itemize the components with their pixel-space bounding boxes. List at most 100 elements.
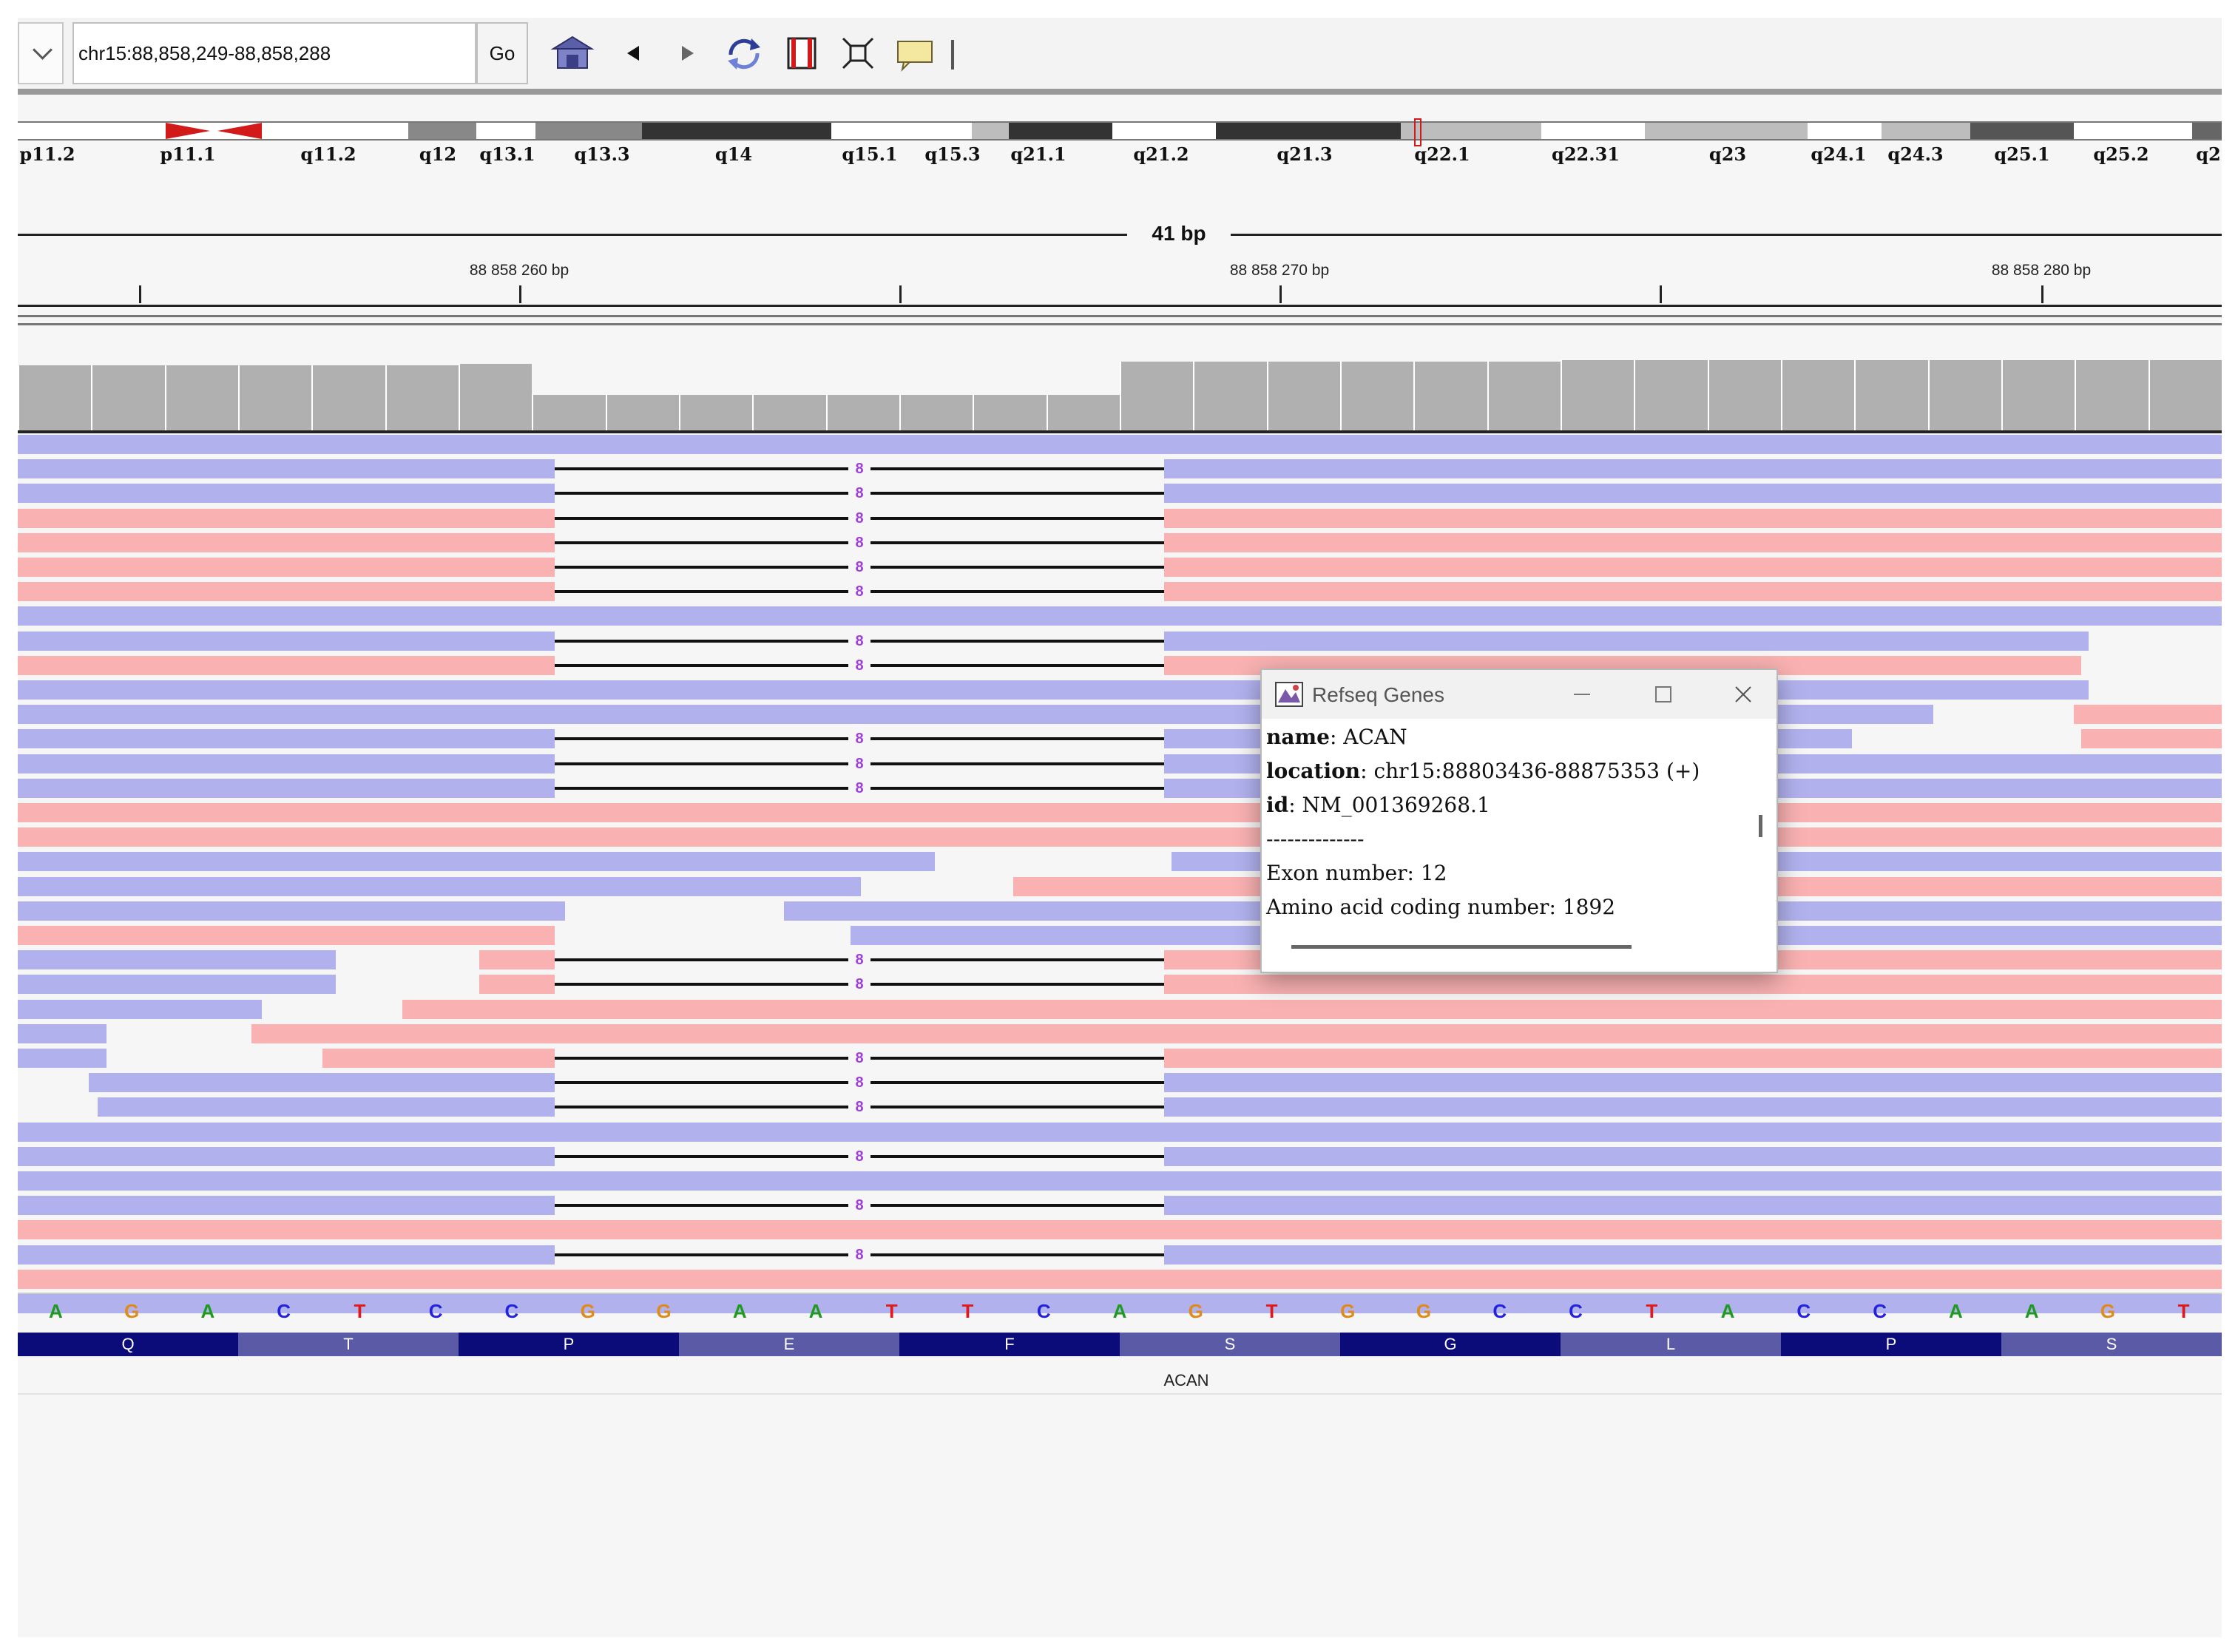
back-icon[interactable] [609, 31, 654, 75]
coverage-bar[interactable] [1781, 359, 1855, 432]
go-button[interactable]: Go [476, 22, 528, 84]
read-segment[interactable] [1164, 532, 2222, 552]
coverage-bar[interactable] [1927, 359, 2001, 432]
chromosome-ideogram[interactable]: p11.2 p11.1 q11.2 q12 q13.1 q13.3 q14 q15.1 q15.… [18, 118, 2222, 166]
read-segment[interactable] [479, 975, 555, 995]
coverage-bar[interactable] [1634, 359, 1708, 432]
coverage-bar[interactable] [532, 395, 606, 432]
read-segment[interactable] [18, 508, 555, 528]
resize-handle-icon[interactable] [951, 40, 954, 70]
coverage-bar[interactable] [1266, 362, 1340, 432]
read-segment[interactable] [1164, 1073, 2222, 1093]
read-segment[interactable] [18, 999, 262, 1019]
coverage-bar[interactable] [1046, 395, 1120, 432]
coverage-bar[interactable] [1854, 359, 1928, 432]
coverage-bar[interactable] [1707, 359, 1781, 432]
coverage-bar[interactable] [2001, 359, 2075, 432]
coverage-bar[interactable] [91, 365, 165, 432]
coverage-bar[interactable] [899, 395, 973, 432]
read-segment[interactable] [1164, 975, 2222, 995]
read-segment[interactable] [18, 484, 555, 504]
read-segment[interactable] [18, 901, 565, 921]
read-segment[interactable] [2081, 729, 2222, 749]
coverage-bar[interactable] [2148, 359, 2222, 432]
coverage-bar[interactable] [1340, 362, 1414, 432]
coverage-bar[interactable] [1193, 362, 1267, 432]
read-segment[interactable] [18, 754, 555, 773]
coverage-bar[interactable] [238, 365, 312, 432]
read-segment[interactable] [18, 1294, 2222, 1313]
read-segment[interactable] [18, 655, 555, 675]
read-segment[interactable] [98, 1097, 555, 1117]
close-icon[interactable] [1726, 677, 1760, 711]
read-segment[interactable] [18, 803, 2222, 822]
locus-input[interactable] [72, 22, 476, 84]
read-segment[interactable] [18, 975, 336, 995]
read-segment[interactable] [1164, 508, 2222, 528]
read-segment[interactable] [2074, 705, 2222, 725]
popup-titlebar[interactable]: Refseq Genes [1262, 670, 1776, 719]
genome-dropdown[interactable] [18, 22, 64, 84]
read-segment[interactable] [322, 1049, 555, 1068]
read-segment[interactable] [18, 950, 336, 970]
read-segment[interactable] [18, 852, 935, 872]
minimize-icon[interactable] [1565, 677, 1599, 711]
read-segment[interactable] [1164, 484, 2222, 504]
popup-info-icon[interactable] [893, 31, 938, 75]
coverage-bar[interactable] [164, 365, 238, 432]
read-segment[interactable] [18, 1023, 107, 1043]
coverage-bar[interactable] [605, 395, 679, 432]
read-segment[interactable] [251, 1023, 2222, 1043]
read-segment[interactable] [1164, 459, 2222, 479]
coverage-bar[interactable] [825, 395, 899, 432]
popup-horizontal-scrollbar[interactable] [1291, 945, 1632, 949]
maximize-icon[interactable] [1646, 677, 1680, 711]
popup-vertical-scrollbar[interactable] [1759, 815, 1762, 837]
read-segment[interactable] [1164, 1196, 2222, 1216]
read-segment[interactable] [1164, 631, 2089, 651]
read-segment[interactable] [18, 1146, 555, 1166]
read-segment[interactable] [18, 1122, 2222, 1142]
read-segment[interactable] [18, 729, 555, 749]
coverage-bar[interactable] [1487, 362, 1561, 432]
read-segment[interactable] [1164, 1049, 2222, 1068]
read-segment[interactable] [18, 459, 555, 479]
ruler[interactable]: 41 bp 88 858 260 bp 88 858 270 bp 88 858… [18, 210, 2222, 307]
read-segment[interactable] [1164, 1146, 2222, 1166]
read-segment[interactable] [479, 950, 555, 970]
read-segment[interactable] [18, 827, 2222, 847]
coverage-bar[interactable] [385, 365, 459, 432]
read-segment[interactable] [89, 1073, 555, 1093]
coverage-bar[interactable] [679, 395, 753, 432]
region-of-interest-icon[interactable] [780, 31, 824, 75]
coverage-bar[interactable] [311, 365, 385, 432]
read-segment[interactable] [18, 1220, 2222, 1240]
coverage-bar[interactable] [2075, 359, 2149, 432]
read-segment[interactable] [18, 926, 555, 945]
read-segment[interactable] [18, 435, 2222, 454]
coverage-bar[interactable] [18, 365, 92, 432]
fit-window-icon[interactable] [836, 31, 880, 75]
read-segment[interactable] [1164, 558, 2222, 577]
read-segment[interactable] [18, 606, 2222, 626]
read-segment[interactable] [18, 558, 555, 577]
read-segment[interactable] [18, 582, 555, 602]
coverage-bar[interactable] [1561, 359, 1634, 432]
read-segment[interactable] [18, 1269, 2222, 1289]
read-segment[interactable] [1164, 582, 2222, 602]
read-segment[interactable] [18, 1171, 2222, 1191]
read-segment[interactable] [18, 1245, 555, 1265]
coverage-bar[interactable] [459, 363, 533, 432]
forward-icon[interactable] [666, 31, 710, 75]
read-segment[interactable] [18, 1049, 107, 1068]
read-segment[interactable] [18, 778, 555, 798]
alignment-track[interactable]: 8 8 8 8 8 8 8 8 8 8 8 8 8 8 8 8 8 8 8 [18, 432, 2222, 1313]
read-segment[interactable] [402, 999, 2222, 1019]
read-segment[interactable] [18, 631, 555, 651]
read-segment[interactable] [18, 1196, 555, 1216]
read-segment[interactable] [18, 532, 555, 552]
read-segment[interactable] [1164, 1245, 2222, 1265]
refseq-genes-popup[interactable]: Refseq Genes name: ACAN location: chr15:… [1260, 668, 1778, 973]
